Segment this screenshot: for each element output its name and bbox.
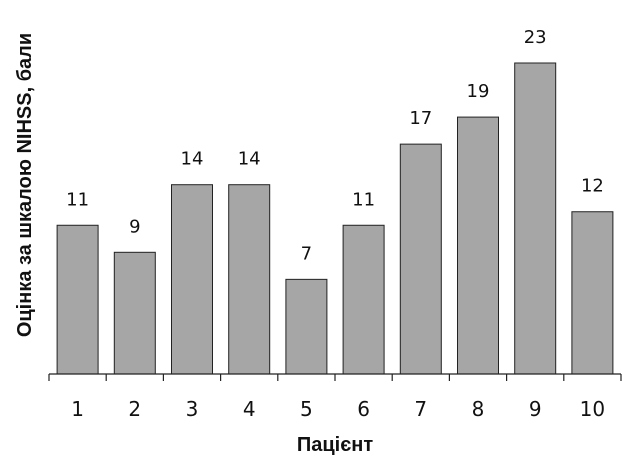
data-label-3: 14: [181, 149, 204, 170]
x-tick-label-6: 6: [357, 397, 370, 421]
data-label-2: 9: [129, 216, 140, 237]
bar-6: [342, 224, 385, 375]
x-tick-label-2: 2: [128, 397, 141, 421]
bar-1: [56, 224, 99, 375]
bar-9: [514, 62, 557, 375]
bar-8: [457, 116, 499, 375]
x-tick-label-5: 5: [300, 397, 313, 421]
bar-5: [285, 278, 328, 375]
x-tick-label-10: 10: [580, 397, 605, 421]
data-label-1: 11: [66, 189, 89, 210]
bar-4: [228, 184, 271, 375]
x-tick-label-8: 8: [472, 397, 485, 421]
x-tick-label-4: 4: [243, 397, 256, 421]
bar-2: [113, 251, 156, 375]
x-tick-label-1: 1: [71, 397, 84, 421]
bar-10: [571, 211, 614, 375]
data-label-9: 23: [524, 27, 547, 48]
data-label-8: 19: [467, 81, 490, 102]
x-axis-title: Пацієнт: [297, 434, 373, 456]
data-label-4: 14: [238, 149, 261, 170]
x-tick-label-9: 9: [529, 397, 542, 421]
x-tick-label-7: 7: [414, 397, 427, 421]
chart-axes: [48, 373, 622, 381]
bar-7: [399, 143, 442, 375]
bar-3: [171, 184, 213, 375]
data-label-5: 7: [301, 243, 312, 264]
y-axis-title: Оцінка за шкалою NIHSS, бали: [14, 33, 36, 337]
data-label-10: 12: [581, 176, 604, 197]
data-label-7: 17: [409, 108, 432, 129]
data-label-6: 11: [352, 189, 375, 210]
x-tick-label-3: 3: [186, 397, 199, 421]
